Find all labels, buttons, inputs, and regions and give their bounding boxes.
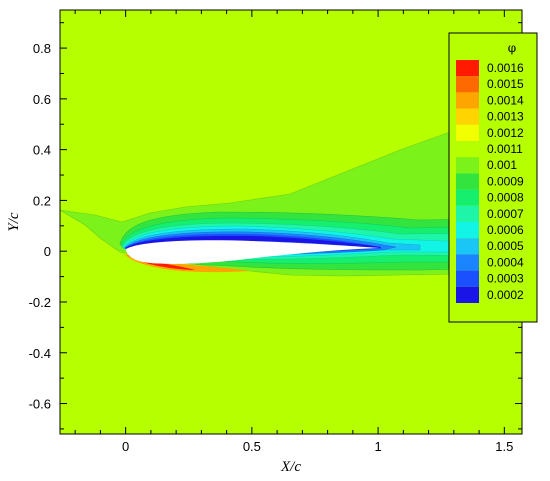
y-tick-label: -0.2	[29, 295, 51, 310]
legend: φ 0.0016 0.0015 0.0014 0.0013 0.0012 0.0011 0.…	[448, 32, 538, 323]
y-tick-label: 0.8	[33, 41, 51, 56]
legend-swatch	[456, 173, 479, 190]
y-axis-ticks: 0.8 0.6 0.4 0.2 0 -0.2 -0.4 -0.6	[29, 22, 522, 430]
x-tick-label: 1.5	[495, 439, 513, 454]
legend-swatch	[456, 238, 479, 255]
legend-swatch	[456, 157, 479, 174]
legend-swatch	[456, 205, 479, 222]
legend-swatch	[456, 108, 479, 125]
legend-swatch	[456, 286, 479, 303]
upper-boundary-layer	[125, 235, 381, 249]
airfoil	[126, 240, 380, 264]
legend-label: 0.0003	[487, 272, 524, 286]
legend-label: 0.0006	[487, 223, 524, 237]
legend-label: 0.0005	[487, 239, 524, 253]
y-axis-title: Y/c	[6, 212, 22, 232]
legend-swatch	[456, 60, 479, 77]
legend-title: φ	[508, 41, 516, 55]
y-tick-label: -0.6	[29, 397, 51, 412]
lower-surface-red-band	[126, 254, 195, 270]
legend-swatch	[456, 189, 479, 206]
legend-label: 0.0016	[487, 61, 524, 75]
legend-swatch	[456, 222, 479, 239]
legend-label: 0.0011	[487, 142, 523, 156]
legend-label: 0.0008	[487, 191, 524, 205]
legend-swatch	[456, 76, 479, 93]
x-tick-label: 0.5	[243, 439, 261, 454]
y-tick-label: 0	[44, 244, 51, 259]
legend-label: 0.0009	[487, 174, 524, 188]
legend-swatch	[456, 92, 479, 109]
x-axis-ticks: 0 0.5 1 1.5	[74, 10, 513, 454]
x-tick-label: 0	[122, 439, 129, 454]
y-tick-label: -0.4	[29, 346, 51, 361]
y-tick-label: 0.2	[33, 193, 51, 208]
legend-swatch	[456, 141, 479, 158]
legend-label: 0.0007	[487, 207, 524, 221]
legend-label: 0.001	[487, 158, 517, 172]
legend-label: 0.0013	[487, 110, 524, 124]
contour-field	[60, 10, 522, 434]
legend-label: 0.0014	[487, 93, 524, 107]
legend-swatch	[456, 254, 479, 271]
x-axis-title: X/c	[280, 459, 301, 475]
legend-label: 0.0012	[487, 126, 524, 140]
x-tick-label: 1	[374, 439, 381, 454]
legend-swatch	[456, 124, 479, 141]
y-tick-label: 0.4	[33, 143, 51, 158]
legend-swatch	[456, 270, 479, 287]
legend-label: 0.0015	[487, 77, 524, 91]
y-tick-label: 0.6	[33, 92, 51, 107]
lower-surface-orange-band	[124, 254, 250, 273]
legend-label: 0.0002	[487, 288, 524, 302]
legend-label: 0.0004	[487, 255, 524, 269]
